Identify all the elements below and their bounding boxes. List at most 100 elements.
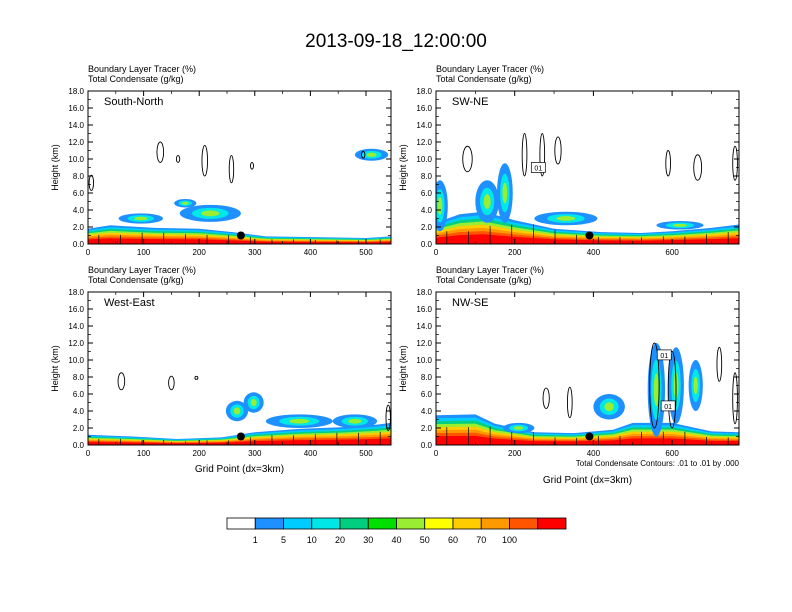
x-tick-label: 0 — [86, 449, 91, 458]
colorbar-label: 70 — [476, 535, 486, 545]
y-tick-label: 12.0 — [416, 138, 432, 147]
contour-label: 01 — [660, 353, 668, 360]
colorbar-swatch — [283, 517, 313, 530]
y-tick-label: 18.0 — [416, 288, 432, 297]
x-axis-label: Grid Point (dx=3km) — [195, 464, 284, 475]
y-tick-label: 8.0 — [73, 172, 85, 181]
condensate-contour — [361, 150, 366, 159]
x-axis-label: Grid Point (dx=3km) — [543, 475, 632, 486]
x-tick-label: 400 — [304, 449, 318, 458]
y-tick-label: 4.0 — [73, 206, 85, 215]
y-tick-label: 16.0 — [416, 305, 432, 314]
location-marker — [236, 432, 245, 441]
y-tick-label: 16.0 — [68, 104, 84, 113]
panel-header-line1: Boundary Layer Tracer (%) — [436, 64, 544, 74]
condensate-contour — [462, 145, 473, 173]
x-tick-label: 200 — [508, 248, 522, 257]
panel-nw-se: Boundary Layer Tracer (%) Total Condensat… — [398, 265, 740, 486]
colorbar-swatch — [509, 517, 539, 530]
y-tick-label: 4.0 — [421, 206, 433, 215]
colorbar: 1 5 10 20 30 40 50 60 70 100 — [226, 517, 567, 545]
y-tick-label: 14.0 — [68, 322, 84, 331]
tracer-patch-inner — [250, 398, 257, 407]
condensate-contour — [732, 372, 738, 425]
x-tick-label: 100 — [137, 449, 151, 458]
contour-label: 01 — [664, 404, 672, 411]
colorbar-swatch — [480, 517, 510, 530]
y-tick-label: 12.0 — [416, 339, 432, 348]
y-tick-label: 2.0 — [421, 424, 433, 433]
condensate-contour — [250, 161, 254, 170]
condensate-contour — [732, 145, 738, 181]
contour-note: Total Condensate Contours: .01 to .01 by… — [576, 459, 740, 468]
tracer-patch-inner — [289, 418, 310, 424]
condensate-contour — [667, 351, 677, 429]
colorbar-swatch — [367, 517, 397, 530]
contour-label: 01 — [534, 166, 542, 173]
condensate-contour — [156, 141, 165, 163]
colorbar-label: 10 — [307, 535, 317, 545]
y-tick-label: 16.0 — [416, 104, 432, 113]
condensate-contour — [385, 404, 391, 431]
colorbar-swatch — [537, 517, 567, 530]
x-tick-label: 600 — [665, 248, 679, 257]
colorbar-swatch — [311, 517, 341, 530]
y-tick-label: 18.0 — [68, 288, 84, 297]
panel-header-line1: Boundary Layer Tracer (%) — [436, 265, 544, 275]
panel-west-east: Boundary Layer Tracer (%)Total Condensat… — [50, 265, 392, 475]
colorbar-label: 20 — [335, 535, 345, 545]
colorbar-swatch — [396, 517, 426, 530]
panel-header-line1: Boundary Layer Tracer (%) — [88, 265, 196, 275]
y-tick-label: 12.0 — [68, 138, 84, 147]
y-tick-label: 16.0 — [68, 305, 84, 314]
tracer-patch-inner — [556, 216, 576, 221]
condensate-contour — [542, 387, 550, 409]
x-tick-label: 400 — [304, 248, 318, 257]
tracer-patch-inner — [653, 373, 659, 407]
colorbar-swatch — [339, 517, 369, 530]
tracer-patch-inner — [366, 152, 377, 157]
tracer-patch-inner — [134, 216, 148, 221]
colorbar-swatch — [424, 517, 454, 530]
tracer-patch-inner — [604, 402, 614, 412]
condensate-contour — [117, 372, 126, 391]
x-tick-label: 600 — [665, 449, 679, 458]
condensate-contour — [693, 154, 703, 181]
condensate-contour — [566, 386, 573, 419]
condensate-contour — [665, 150, 671, 177]
colorbar-label: 30 — [363, 535, 373, 545]
y-tick-label: 10.0 — [416, 356, 432, 365]
panel-label: South-North — [104, 96, 163, 108]
panel-label: NW-SE — [452, 297, 488, 309]
contour-label-box — [530, 162, 546, 173]
y-tick-label: 8.0 — [73, 373, 85, 382]
panel-sw-ne: Boundary Layer Tracer (%)Total Condensat… — [398, 64, 740, 257]
y-tick-label: 18.0 — [68, 87, 84, 96]
location-marker — [236, 231, 245, 240]
tracer-patch-inner — [483, 194, 491, 209]
condensate-contour — [521, 133, 528, 177]
y-tick-label: 6.0 — [421, 189, 433, 198]
panel-label: West-East — [104, 297, 155, 309]
plot-area: 01 — [436, 133, 739, 244]
y-tick-label: 18.0 — [416, 87, 432, 96]
tracer-patch-inner — [693, 376, 698, 395]
y-tick-label: 6.0 — [421, 390, 433, 399]
plot-area — [88, 372, 391, 445]
condensate-contour — [175, 155, 181, 163]
y-tick-label: 2.0 — [73, 424, 85, 433]
x-tick-label: 200 — [193, 449, 207, 458]
panel-header-line2: Total Condensate (g/kg) — [88, 74, 184, 84]
x-tick-label: 400 — [587, 248, 601, 257]
plot-area: 01 01 — [436, 342, 739, 445]
y-tick-label: 14.0 — [68, 121, 84, 130]
y-tick-label: 12.0 — [68, 339, 84, 348]
y-axis-label: Height (km) — [50, 345, 60, 392]
y-tick-label: 14.0 — [416, 322, 432, 331]
panel-header-line1: Boundary Layer Tracer (%) — [88, 64, 196, 74]
y-axis-label: Height (km) — [398, 345, 408, 392]
condensate-contour — [168, 375, 175, 391]
condensate-contour — [88, 174, 95, 191]
panel-header-line2: Total Condensate (g/kg) — [88, 275, 184, 285]
colorbar-label: 50 — [420, 535, 430, 545]
